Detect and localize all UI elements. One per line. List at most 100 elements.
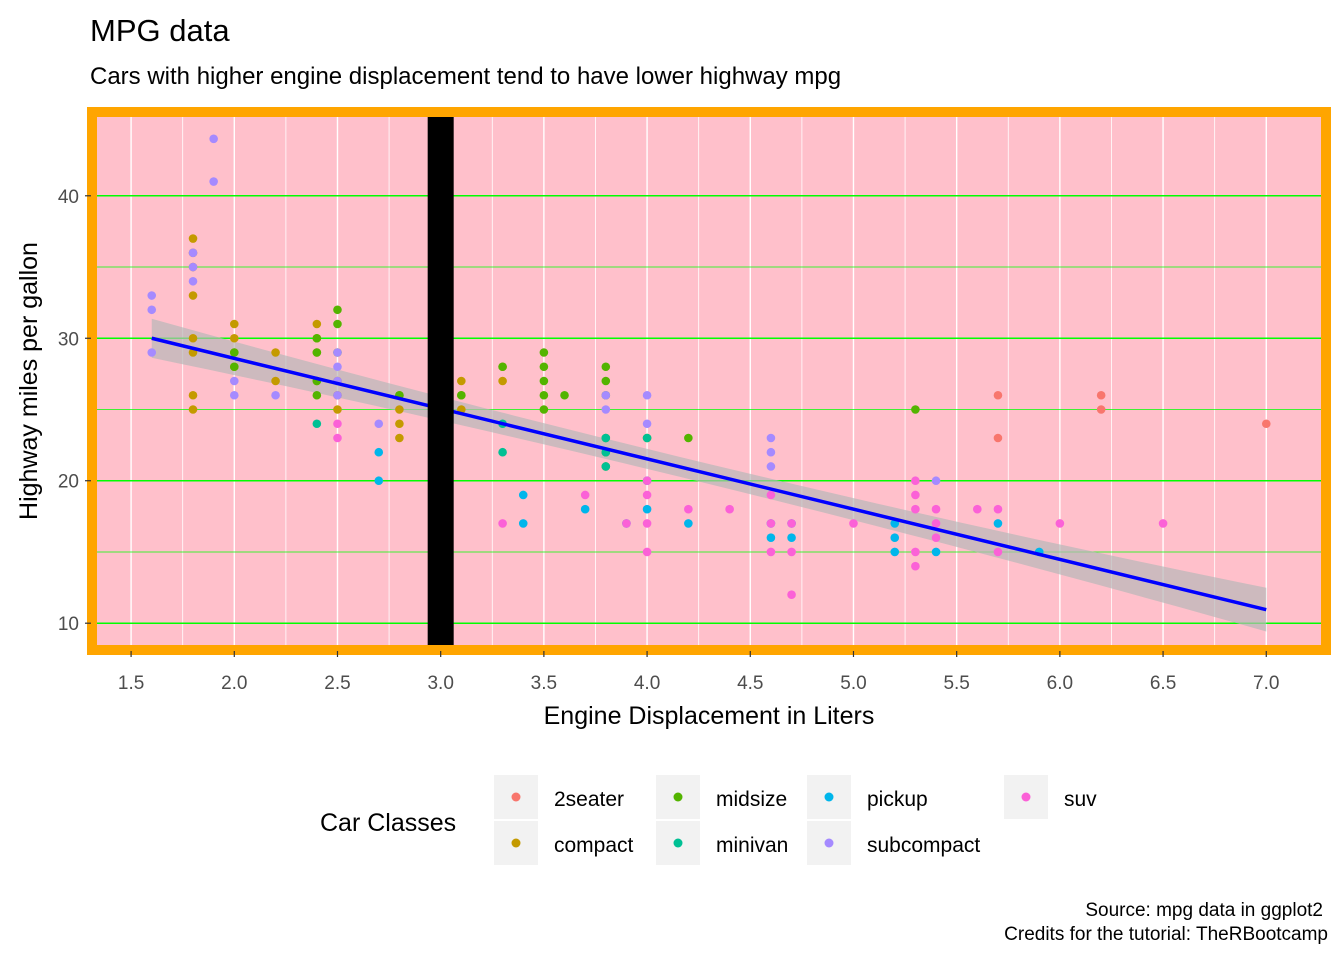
legend-swatch: [673, 838, 683, 848]
data-point: [911, 561, 920, 571]
data-point: [766, 533, 776, 543]
data-point: [229, 362, 239, 372]
data-point: [1055, 519, 1065, 528]
data-point: [642, 547, 652, 557]
x-tick-label: 4.0: [634, 673, 660, 694]
data-point: [333, 319, 342, 329]
y-tick-label: 10: [58, 614, 79, 635]
data-point: [787, 590, 796, 600]
data-point: [911, 476, 920, 486]
data-point: [498, 447, 507, 457]
data-point: [931, 504, 941, 514]
data-point: [766, 547, 776, 557]
data-point: [539, 405, 549, 414]
data-point: [890, 533, 900, 543]
data-point: [725, 504, 734, 514]
data-point: [931, 547, 941, 557]
data-point: [188, 390, 198, 400]
x-tick-label: 1.5: [118, 673, 144, 694]
y-tick-label: 30: [58, 329, 79, 350]
legend-label: 2seater: [554, 788, 624, 811]
data-point: [601, 390, 611, 400]
x-tick-label: 3.5: [531, 673, 557, 694]
data-point: [787, 547, 796, 557]
x-tick-label: 2.5: [324, 673, 350, 694]
legend-item-minivan: minivan: [656, 821, 788, 865]
caption-line-source: Source: mpg data in ggplot2: [1085, 900, 1323, 921]
series-subcompact: [147, 134, 941, 486]
data-point: [333, 419, 342, 429]
x-tick-label: 4.5: [737, 673, 763, 694]
legend-swatch: [673, 792, 683, 802]
data-point: [601, 362, 611, 372]
data-point: [993, 433, 1003, 443]
data-point: [518, 490, 528, 500]
y-axis: 10 20 30 40: [58, 187, 91, 635]
data-point: [229, 333, 239, 343]
data-point: [188, 248, 198, 258]
data-point: [518, 519, 528, 528]
data-point: [457, 376, 466, 386]
data-point: [333, 348, 342, 357]
data-point: [642, 419, 652, 429]
data-point: [498, 519, 507, 528]
data-point: [931, 519, 941, 528]
data-point: [642, 490, 652, 500]
data-point: [229, 348, 239, 357]
data-point: [993, 519, 1003, 528]
chart-title: MPG data: [90, 13, 230, 48]
legend-label: minivan: [716, 834, 788, 857]
legend-item-midsize: midsize: [656, 775, 787, 819]
data-point: [271, 348, 280, 357]
legend-swatch: [824, 792, 834, 802]
legend-item-suv: suv: [1004, 775, 1097, 819]
data-point: [1096, 390, 1106, 400]
data-point: [580, 504, 590, 514]
data-point: [539, 362, 549, 372]
data-point: [188, 405, 198, 414]
x-tick-label: 6.0: [1047, 673, 1073, 694]
data-point: [601, 376, 611, 386]
data-point: [312, 319, 322, 329]
data-point: [684, 433, 693, 443]
legend-label: suv: [1064, 788, 1097, 811]
data-point: [312, 333, 322, 343]
data-point: [993, 504, 1003, 514]
legend: Car Classes 2seater compact midsize minivan…: [320, 775, 1097, 865]
caption-line-credits: Credits for the tutorial: TheRBootcamp: [1004, 924, 1328, 945]
data-point: [849, 519, 858, 528]
y-axis-title: Highway miles per gallon: [15, 242, 43, 520]
data-point: [911, 504, 920, 514]
data-point: [312, 348, 322, 357]
data-point: [147, 291, 157, 300]
vertical-reference-line: [427, 116, 454, 646]
data-point: [188, 234, 198, 243]
data-point: [601, 462, 611, 471]
legend-title: Car Classes: [320, 809, 456, 837]
data-point: [580, 490, 590, 500]
y-tick-label: 20: [58, 472, 79, 493]
data-point: [312, 419, 322, 429]
data-point: [229, 376, 239, 386]
data-point: [333, 362, 342, 372]
data-point: [147, 348, 157, 357]
data-point: [642, 504, 652, 514]
data-point: [333, 405, 342, 414]
legend-swatch: [511, 792, 521, 802]
data-point: [684, 519, 693, 528]
data-point: [271, 376, 280, 386]
data-point: [209, 134, 218, 144]
data-point: [271, 390, 280, 400]
data-point: [766, 519, 776, 528]
data-point: [890, 547, 900, 557]
data-point: [209, 177, 218, 186]
legend-label: pickup: [867, 788, 928, 811]
data-point: [539, 390, 549, 400]
x-tick-label: 2.0: [221, 673, 247, 694]
data-point: [622, 519, 631, 528]
x-tick-label: 5.5: [943, 673, 969, 694]
series-suv: [333, 419, 1168, 600]
data-point: [333, 433, 342, 443]
data-point: [333, 390, 342, 400]
data-point: [601, 433, 611, 443]
